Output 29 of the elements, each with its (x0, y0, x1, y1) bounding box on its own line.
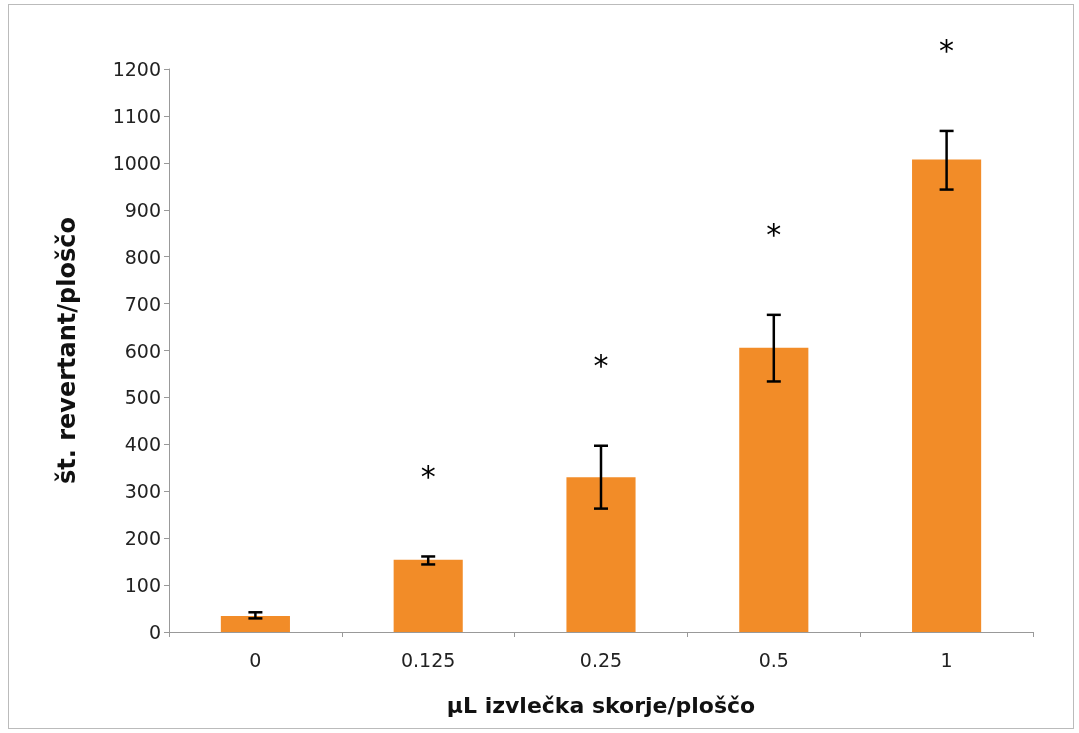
y-tick-label: 1000 (112, 151, 161, 174)
x-tick-label: 0.5 (758, 648, 789, 671)
x-tick-label: 0.125 (401, 648, 456, 671)
y-tick-label: 500 (124, 386, 161, 409)
text: * (939, 33, 955, 69)
x-tick-label: 0 (249, 648, 262, 671)
y-tick-label: 1100 (112, 104, 161, 127)
x-tick-label: 1 (940, 648, 953, 671)
y-axis-title: št. revertant/ploščo (53, 217, 81, 484)
annotation: * (420, 458, 436, 494)
bar (220, 616, 290, 632)
y-tick-label: 1200 (112, 58, 161, 80)
x-axis-title: µL izvlečka skorje/ploščo (446, 692, 756, 718)
bar (566, 477, 636, 632)
y-tick-label: 700 (124, 292, 161, 315)
y-tick-label: 200 (124, 527, 161, 550)
bar (912, 159, 982, 632)
y-tick-label: 400 (124, 433, 161, 456)
y-tick-label: 300 (124, 480, 161, 503)
y-tick-label: 800 (124, 245, 161, 268)
annotation: * (766, 217, 782, 253)
x-tick-label: 0.25 (579, 648, 623, 671)
bar (739, 347, 809, 632)
bar (393, 559, 463, 632)
y-tick-label: 900 (124, 198, 161, 221)
y-tick-label: 600 (124, 339, 161, 362)
y-tick-label: 100 (124, 574, 161, 597)
annotation: * (593, 348, 609, 384)
y-tick-label: 0 (148, 621, 161, 643)
